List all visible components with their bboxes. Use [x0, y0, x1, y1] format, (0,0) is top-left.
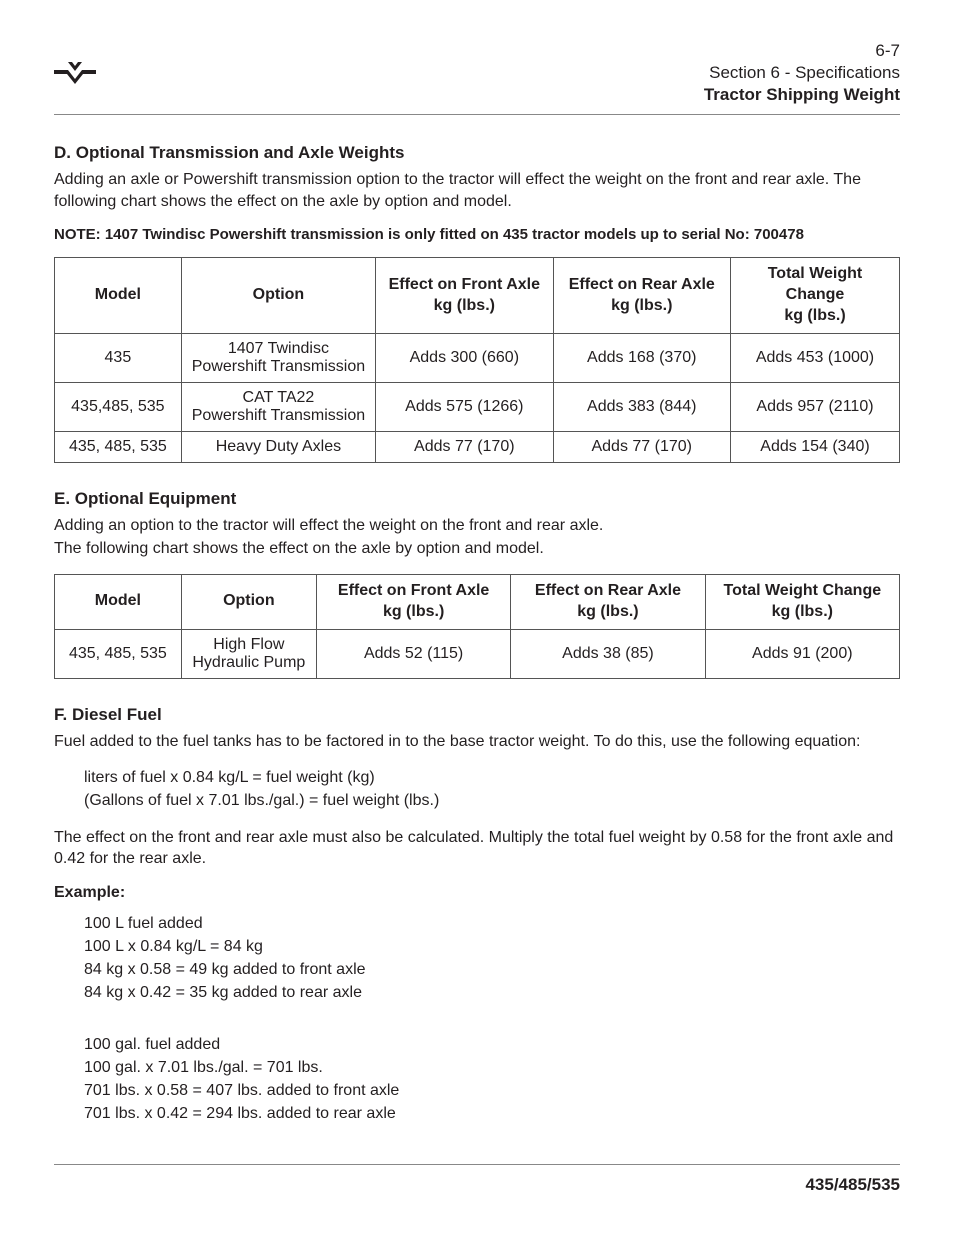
col-total: Total Weight Changekg (lbs.) [705, 575, 899, 630]
col-model: Model [55, 575, 182, 630]
example-line: 84 kg x 0.58 = 49 kg added to front axle [84, 958, 900, 981]
section-e-heading: E. Optional Equipment [54, 489, 900, 509]
example-metric: 100 L fuel added 100 L x 0.84 kg/L = 84 … [84, 912, 900, 1005]
example-line: 701 lbs. x 0.58 = 407 lbs. added to fron… [84, 1079, 900, 1102]
example-line: 100 L x 0.84 kg/L = 84 kg [84, 935, 900, 958]
cell-front: Adds 77 (170) [376, 431, 553, 462]
table-row: 435, 485, 535 High FlowHydraulic Pump Ad… [55, 629, 900, 678]
cell-option: CAT TA22Powershift Transmission [181, 382, 375, 431]
header-divider [54, 114, 900, 115]
col-model: Model [55, 258, 182, 333]
page-header: 6-7 Section 6 - Specifications Tractor S… [704, 40, 900, 106]
cell-model: 435, 485, 535 [55, 431, 182, 462]
cell-front: Adds 52 (115) [316, 629, 510, 678]
table-header-row: Model Option Effect on Front Axlekg (lbs… [55, 575, 900, 630]
cell-option: Heavy Duty Axles [181, 431, 375, 462]
example-line: 100 gal. fuel added [84, 1033, 900, 1056]
section-f-para2: The effect on the front and rear axle mu… [54, 827, 900, 870]
example-line: 701 lbs. x 0.42 = 294 lbs. added to rear… [84, 1102, 900, 1125]
table-row: 435,485, 535 CAT TA22Powershift Transmis… [55, 382, 900, 431]
equation-metric: liters of fuel x 0.84 kg/L = fuel weight… [84, 766, 900, 789]
example-line: 84 kg x 0.42 = 35 kg added to rear axle [84, 981, 900, 1004]
col-option: Option [181, 575, 316, 630]
page-title: Tractor Shipping Weight [704, 84, 900, 106]
cell-rear: Adds 77 (170) [553, 431, 730, 462]
cell-model: 435, 485, 535 [55, 629, 182, 678]
col-option: Option [181, 258, 375, 333]
cell-total: Adds 453 (1000) [730, 333, 899, 382]
page-number: 6-7 [704, 40, 900, 62]
example-imperial: 100 gal. fuel added 100 gal. x 7.01 lbs.… [84, 1033, 900, 1126]
cell-front: Adds 575 (1266) [376, 382, 553, 431]
cell-total: Adds 154 (340) [730, 431, 899, 462]
table-header-row: Model Option Effect on Front Axlekg (lbs… [55, 258, 900, 333]
example-line: 100 gal. x 7.01 lbs./gal. = 701 lbs. [84, 1056, 900, 1079]
section-d-note: NOTE: 1407 Twindisc Powershift transmiss… [54, 226, 900, 243]
cell-model: 435,485, 535 [55, 382, 182, 431]
col-rear-axle: Effect on Rear Axlekg (lbs.) [553, 258, 730, 333]
equation-imperial: (Gallons of fuel x 7.01 lbs./gal.) = fue… [84, 789, 900, 812]
example-line: 100 L fuel added [84, 912, 900, 935]
footer-divider [54, 1164, 900, 1165]
cell-total: Adds 957 (2110) [730, 382, 899, 431]
cell-option: 1407 TwindiscPowershift Transmission [181, 333, 375, 382]
col-total: Total Weight Changekg (lbs.) [730, 258, 899, 333]
section-d-paragraph: Adding an axle or Powershift transmissio… [54, 169, 900, 212]
cell-front: Adds 300 (660) [376, 333, 553, 382]
cell-rear: Adds 38 (85) [511, 629, 705, 678]
optional-equipment-table: Model Option Effect on Front Axlekg (lbs… [54, 574, 900, 679]
table-row: 435, 485, 535 Heavy Duty Axles Adds 77 (… [55, 431, 900, 462]
col-front-axle: Effect on Front Axlekg (lbs.) [316, 575, 510, 630]
section-f-para1: Fuel added to the fuel tanks has to be f… [54, 731, 900, 753]
cell-total: Adds 91 (200) [705, 629, 899, 678]
brand-logo [54, 62, 96, 89]
col-rear-axle: Effect on Rear Axlekg (lbs.) [511, 575, 705, 630]
section-e-paragraph-line2: The following chart shows the effect on … [54, 538, 900, 560]
cell-option: High FlowHydraulic Pump [181, 629, 316, 678]
cell-rear: Adds 383 (844) [553, 382, 730, 431]
footer-models: 435/485/535 [54, 1175, 900, 1195]
col-front-axle: Effect on Front Axlekg (lbs.) [376, 258, 553, 333]
example-label: Example: [54, 884, 900, 902]
section-e-paragraph-line1: Adding an option to the tractor will eff… [54, 515, 900, 537]
cell-model: 435 [55, 333, 182, 382]
table-row: 435 1407 TwindiscPowershift Transmission… [55, 333, 900, 382]
section-d-heading: D. Optional Transmission and Axle Weight… [54, 143, 900, 163]
section-name: Section 6 - Specifications [704, 62, 900, 84]
cell-rear: Adds 168 (370) [553, 333, 730, 382]
transmission-axle-weights-table: Model Option Effect on Front Axlekg (lbs… [54, 257, 900, 462]
fuel-equation-block: liters of fuel x 0.84 kg/L = fuel weight… [84, 766, 900, 812]
page-footer: 435/485/535 [54, 1164, 900, 1195]
section-f-heading: F. Diesel Fuel [54, 705, 900, 725]
